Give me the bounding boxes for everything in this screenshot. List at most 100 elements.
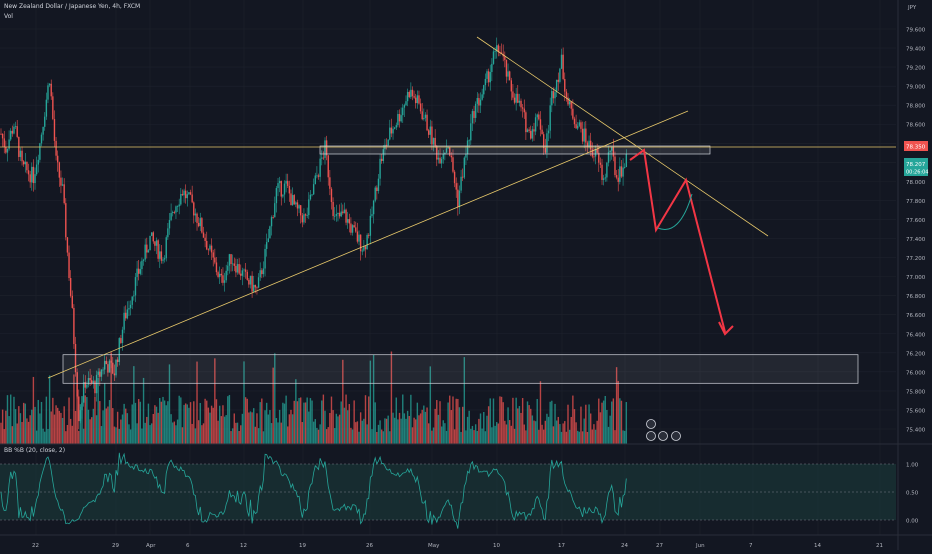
candle-body [406, 91, 409, 102]
candle-body [447, 147, 449, 149]
candle-body [44, 116, 46, 127]
volume-bar [225, 415, 227, 444]
candle-body [457, 189, 459, 207]
volume-bar [389, 431, 391, 444]
candle-body [601, 164, 603, 180]
volume-bar [507, 407, 509, 444]
candle-body [398, 113, 401, 122]
volume-bar [369, 360, 372, 444]
candle-body [288, 185, 291, 194]
candle-body [487, 71, 490, 83]
candle-body [207, 249, 210, 251]
volume-bar [364, 395, 367, 444]
candle-body [253, 284, 255, 292]
candle-body [264, 248, 266, 269]
volume-bar [39, 413, 41, 444]
volume-bar [463, 357, 466, 444]
y-tick-label: 77.200 [906, 256, 926, 262]
volume-bar [330, 396, 333, 444]
resistance-zone-box [319, 145, 711, 155]
volume-bar [449, 395, 451, 444]
candle-body [180, 194, 182, 205]
volume-bar [288, 414, 291, 444]
y-tick-label: 78.800 [906, 104, 926, 110]
volume-bar [262, 431, 265, 444]
volume-bar [84, 395, 86, 444]
volume-bar [499, 396, 501, 444]
volume-bar [170, 414, 172, 444]
candle-body [405, 101, 407, 106]
y-tick-label: 75.800 [906, 389, 926, 395]
candle-body [389, 127, 391, 140]
candle-body [589, 140, 592, 150]
volume-bar [92, 408, 95, 444]
candle-body [283, 183, 286, 195]
candle-body [204, 237, 206, 241]
candle-body [554, 92, 556, 99]
volume-bar [42, 428, 44, 444]
volume-bar [102, 410, 104, 444]
candle-body [277, 183, 279, 189]
volume-bar [243, 361, 245, 444]
volume-bar [231, 428, 234, 444]
volume-bar [489, 398, 491, 444]
volume-bar [121, 414, 124, 444]
candle-body [259, 270, 261, 278]
volume-bar [384, 418, 386, 444]
volume-bar [95, 415, 98, 444]
candle-body [544, 148, 547, 153]
candle-body [583, 128, 585, 142]
candle-body [374, 187, 376, 201]
candle-body [131, 296, 133, 305]
volume-bar [31, 409, 33, 444]
volume-bar [547, 416, 550, 444]
volume-bar [5, 410, 7, 444]
volume-bar [295, 379, 297, 444]
candle-body [575, 124, 577, 129]
candle-body [300, 205, 302, 216]
candle-body [392, 128, 394, 134]
y-tick-label: 77.400 [906, 237, 926, 243]
candle-body [142, 259, 145, 261]
candle-body [596, 149, 598, 153]
candle-body [227, 265, 229, 271]
candle-body [219, 273, 221, 278]
volume-bar [253, 408, 255, 444]
x-tick-label: 17 [558, 543, 565, 549]
candle-body [382, 149, 385, 161]
candle-body [496, 45, 498, 52]
candle-body [408, 91, 410, 98]
candle-body [372, 200, 375, 215]
candle-body [163, 258, 166, 260]
candle-body [624, 167, 626, 168]
volume-bar [94, 396, 96, 444]
candle-body [572, 108, 574, 119]
volume-bar [48, 375, 51, 444]
candle-body [272, 217, 274, 218]
volume-bar [272, 367, 274, 444]
volume-bar [321, 400, 323, 444]
candle-body [223, 280, 226, 283]
volume-bar [107, 406, 109, 444]
candle-body [144, 244, 146, 260]
volume-bar [455, 398, 457, 444]
volume-bar [408, 416, 410, 444]
candle-body [486, 71, 488, 79]
volume-bar [32, 376, 35, 444]
volume-bar [19, 413, 22, 444]
candle-body [91, 380, 93, 384]
event-icon [658, 431, 668, 441]
candle-body [442, 154, 444, 159]
volume-bar [215, 399, 218, 444]
candle-body [436, 146, 438, 160]
candle-body [622, 167, 624, 177]
candle-body [256, 287, 258, 289]
candle-body [538, 114, 540, 120]
candle-body [170, 212, 172, 221]
volume-bar [471, 425, 474, 444]
candle-body [530, 130, 532, 139]
volume-bar [343, 407, 346, 444]
candle-body [303, 214, 305, 223]
